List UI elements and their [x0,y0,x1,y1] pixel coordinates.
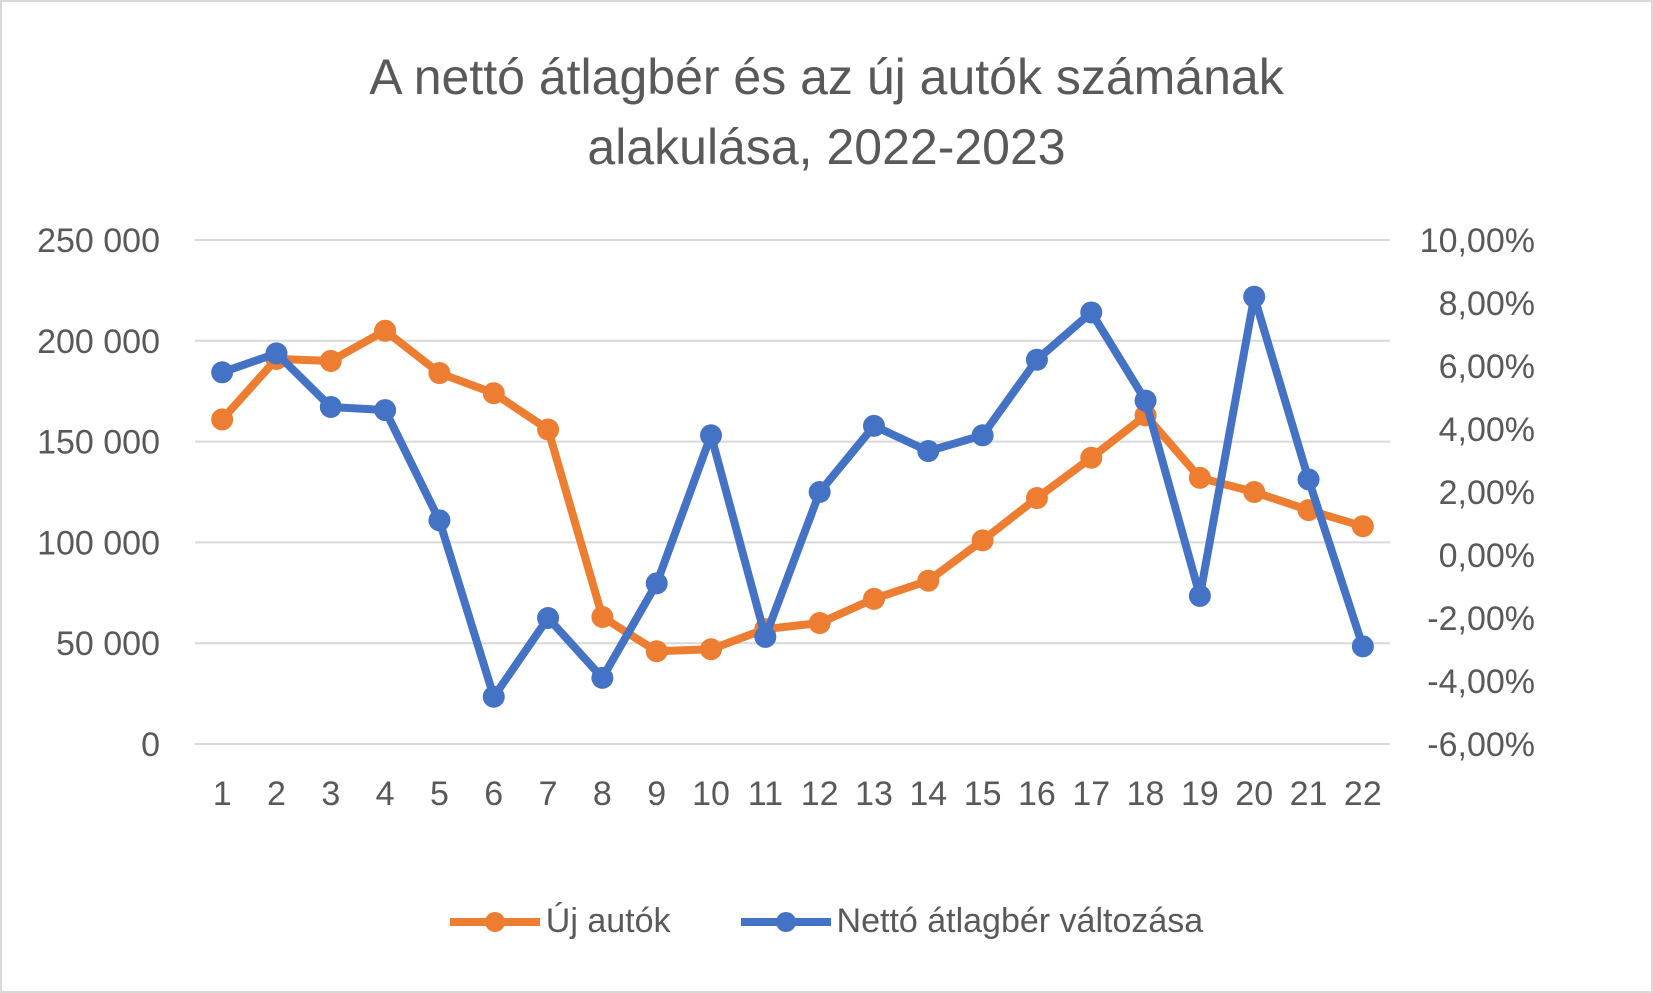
series-1-point-22 [1351,635,1374,658]
series-line-0 [218,326,1367,656]
series-1-point-2 [265,342,288,365]
y-right-tick-label-6: 6,00% [1439,348,1535,386]
x-tick-label-18: 18 [1127,775,1165,813]
series-0-point-3 [319,349,342,372]
x-tick-label-3: 3 [321,775,340,813]
series-1-point-21 [1297,468,1320,491]
series-1-point-17 [1080,301,1103,324]
series-0-point-1 [211,408,234,431]
legend-item-uj-autok: Új autók [449,902,671,941]
series-0-point-17 [1080,446,1103,469]
series-0-point-4 [374,319,397,342]
x-tick-label-22: 22 [1344,775,1382,813]
series-1-point-13 [862,414,885,437]
x-tick-label-17: 17 [1072,775,1110,813]
x-tick-label-5: 5 [430,775,449,813]
series-1-point-12 [808,481,831,503]
x-tick-label-14: 14 [909,775,947,813]
chart-title: A nettó átlagbér és az új autók számának… [2,42,1651,182]
x-tick-label-2: 2 [267,775,286,813]
series-1-point-19 [1188,584,1211,607]
series-0-point-10 [700,638,723,661]
x-tick-label-7: 7 [539,775,558,813]
x-tick-label-12: 12 [801,775,839,813]
series-1-point-15 [971,424,994,447]
series-1-point-6 [482,685,505,708]
series-line-1 [218,292,1367,701]
series-1-point-11 [754,625,777,648]
y-left-tick-label-4: 200 000 [37,323,160,361]
x-tick-label-8: 8 [593,775,612,813]
series-1-point-4 [374,399,397,422]
series-0-point-15 [971,529,994,552]
series-1-point-18 [1134,389,1157,412]
series-0-point-22 [1351,515,1374,538]
series-0-point-5 [428,362,451,385]
x-tick-label-15: 15 [964,775,1002,813]
y-right-tick-label-0: -6,00% [1427,726,1535,764]
series-0-point-13 [862,587,885,610]
series-0-point-9 [645,640,668,663]
y-left-tick-label-1: 50 000 [56,625,160,663]
legend-item-netto-atlagber: Nettó átlagbér változása [740,902,1204,941]
series-1-point-20 [1243,285,1266,308]
series-1-point-8 [591,666,614,689]
series-1-point-16 [1025,348,1048,371]
series-0-point-8 [591,605,614,628]
series-0-point-12 [808,612,831,635]
x-tick-label-9: 9 [647,775,666,813]
legend: Új autók Nettó átlagbér változása [2,902,1651,941]
legend-marker-uj-autok [449,911,540,932]
series-1-point-7 [537,607,560,629]
y-right-tick-label-5: 4,00% [1439,411,1535,449]
legend-marker-netto-atlagber [740,911,831,932]
series-1-point-3 [319,395,342,418]
series-0-point-16 [1025,487,1048,510]
series-1-point-14 [917,440,940,463]
chart-title-line-2: alakulása, 2022-2023 [587,119,1066,175]
series-0-point-19 [1188,466,1211,489]
series-1-point-5 [428,509,451,532]
legend-label-uj-autok: Új autók [545,902,671,940]
y-left-tick-label-3: 150 000 [37,424,160,462]
y-right-tick-label-1: -4,00% [1427,663,1535,701]
series-0-point-7 [537,418,560,441]
legend-label-netto-atlagber: Nettó átlagbér változása [836,902,1204,940]
x-tick-label-16: 16 [1018,775,1056,813]
y-right-tick-label-7: 8,00% [1439,285,1535,323]
x-tick-label-1: 1 [213,775,232,813]
x-tick-label-4: 4 [376,775,395,813]
x-tick-label-21: 21 [1290,775,1328,813]
series-1-point-1 [211,361,234,384]
y-left-tick-label-2: 100 000 [37,524,160,562]
x-tick-label-19: 19 [1181,775,1219,813]
x-tick-label-10: 10 [692,775,730,813]
series-0-point-14 [917,569,940,592]
y-right-tick-label-2: -2,00% [1427,600,1535,638]
series-1-point-10 [700,424,723,447]
y-left-tick-label-0: 0 [141,726,160,764]
y-right-tick-label-4: 2,00% [1439,474,1535,512]
series-0-point-6 [482,382,505,405]
series-0-point-20 [1243,481,1266,503]
x-tick-label-11: 11 [748,775,783,813]
y-left-tick-label-5: 250 000 [37,222,160,260]
x-tick-label-6: 6 [484,775,503,813]
x-tick-label-20: 20 [1235,775,1273,813]
x-tick-label-13: 13 [855,775,893,813]
chart-title-line-1: A nettó átlagbér és az új autók számának [369,49,1284,105]
y-right-tick-label-8: 10,00% [1420,222,1535,260]
series-1-point-9 [645,572,668,595]
y-right-tick-label-3: 0,00% [1439,537,1535,575]
